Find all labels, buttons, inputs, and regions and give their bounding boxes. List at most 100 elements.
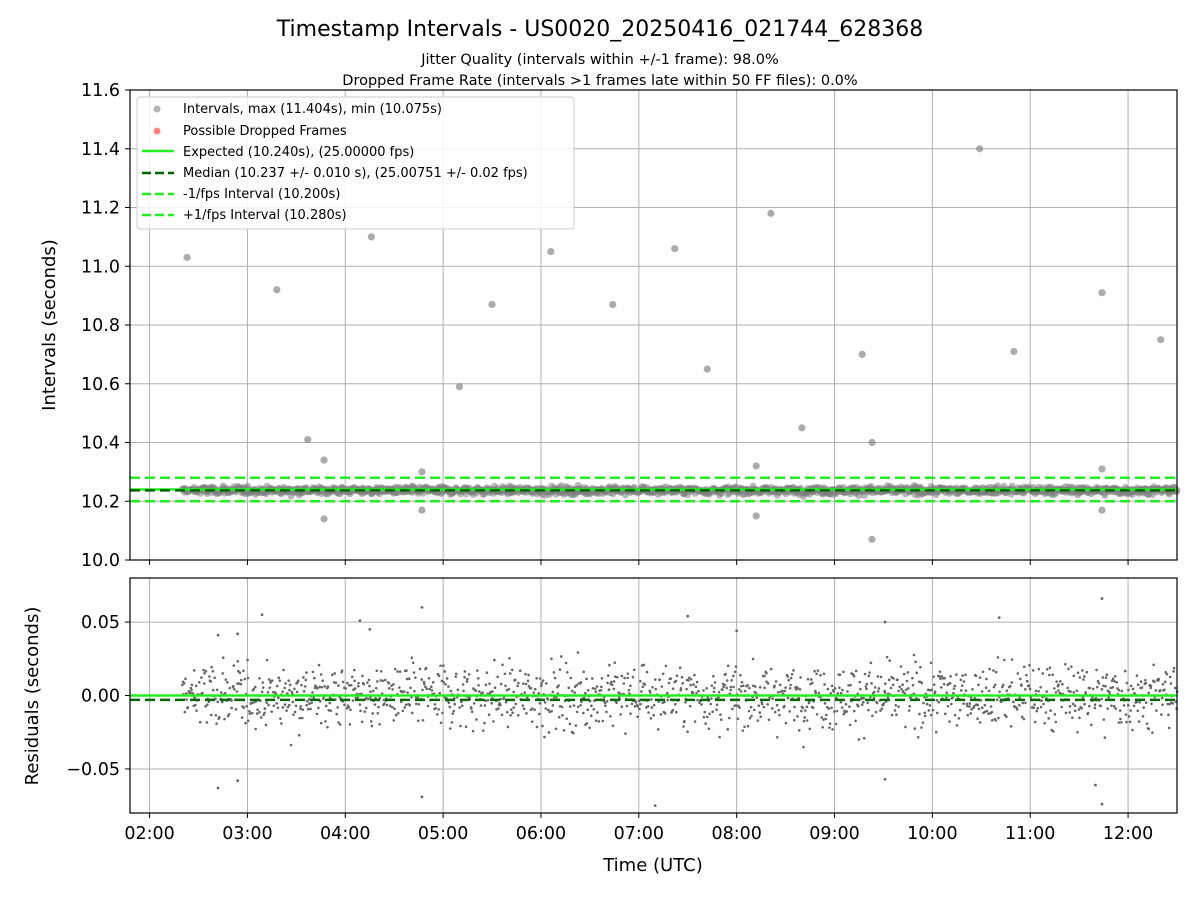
residual-point [1102,718,1106,721]
residual-point [868,671,871,674]
residual-point [448,705,452,709]
residual-point [208,675,211,678]
residual-point [758,685,762,689]
residual-point [541,724,544,728]
residual-point [606,681,609,685]
residual-point [904,725,907,729]
residual-point [216,700,220,704]
residual-point [838,686,841,690]
residual-point [1160,696,1164,700]
residual-point [388,704,392,708]
residual-point [797,729,801,732]
residual-point [385,703,389,707]
residual-point [806,677,810,681]
residual-point [405,677,409,681]
residual-point [398,686,401,689]
residual-point [783,689,787,693]
residual-point [798,688,802,691]
residual-point [370,724,374,728]
residual-point [357,681,360,685]
residual-point [461,683,465,686]
residual-point [306,707,310,711]
residual-point [816,669,820,672]
residual-point [977,683,980,687]
residual-point [1088,686,1092,690]
residual-outlier-point [236,779,240,783]
residual-point [594,690,598,694]
residual-point [978,721,982,724]
residual-point [955,673,958,676]
residual-point [1055,680,1058,683]
residual-point [646,705,650,708]
residual-point [1127,715,1131,718]
residual-point [414,702,418,706]
intervals-y-ticks: 10.0 10.2 10.4 10.6 10.8 11.0 11.2 11.4 11.6 [81,81,130,571]
residual-point [398,670,402,673]
residual-point [499,682,503,686]
residual-point [1091,687,1095,691]
residual-point [988,667,991,671]
residual-point [1041,672,1045,675]
residuals-y-tick-label: −0.05 [66,760,120,780]
residual-point [412,671,416,674]
residual-point [663,712,667,715]
residual-point [305,703,309,707]
interval-outlier-point [868,535,876,544]
residual-point [865,687,868,691]
residual-point [327,709,331,712]
residual-point [796,687,800,690]
interval-outlier-point [609,300,617,309]
residual-point [223,691,227,695]
residual-point [630,702,634,706]
intervals-y-tick-label: 10.8 [81,316,120,336]
time-x-tick-label: 12:00 [1103,824,1153,844]
residual-point [286,692,289,695]
residual-point [771,697,774,701]
residual-point [842,670,845,674]
residual-point [215,688,219,692]
residual-point [817,691,821,695]
residual-point [221,656,225,660]
residual-point [825,713,828,717]
residual-point [1153,680,1156,684]
residual-point [858,680,862,684]
residual-point [733,670,737,674]
residual-point [800,709,803,713]
residual-point [1093,706,1097,710]
interval-outlier-point [703,365,711,373]
residual-point [631,675,635,679]
residual-point [308,702,311,705]
residual-point [391,688,394,691]
residual-point [998,690,1001,694]
residual-point [777,708,780,712]
residual-point [242,706,246,709]
residual-point [195,709,198,712]
residual-point [1120,689,1124,693]
residual-point [1120,721,1123,724]
residual-point [1106,707,1109,711]
interval-outlier-point [1098,465,1106,473]
residual-point [484,699,487,703]
residual-point [319,673,323,676]
residual-point [935,698,939,702]
residual-point [1129,684,1133,688]
time-x-tick-label: 09:00 [809,824,859,844]
residual-point [966,704,969,708]
residual-point [477,677,480,680]
residual-point [483,721,486,725]
residual-point [876,675,880,678]
residual-point [608,663,611,667]
residual-point [492,720,495,723]
residual-point [401,709,405,713]
legend-label-median: Median (10.237 +/- 0.010 s), (25.00751 +… [183,166,528,181]
residual-point [491,690,494,693]
intervals-y-tick-label: 10.4 [81,434,120,454]
residual-point [712,674,715,678]
residual-point [264,723,268,727]
residuals-point-cloud [180,651,1179,749]
interval-outlier-point [752,512,760,520]
residual-point [353,668,356,672]
residual-point [451,712,455,715]
intervals-y-tick-label: 10.6 [81,375,120,395]
residual-point [666,691,669,695]
